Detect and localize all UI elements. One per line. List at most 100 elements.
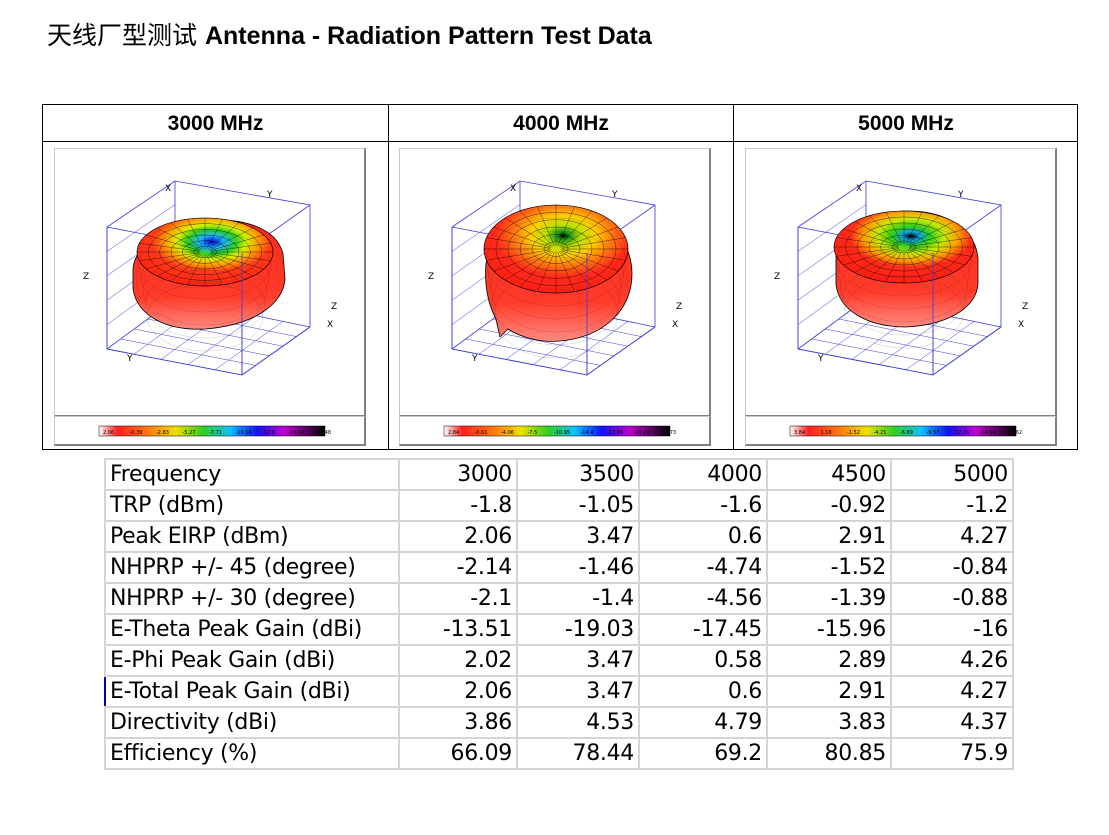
legend-tick-label: -17.48 [315,430,331,436]
freq-header-3000: 3000 MHz [167,112,264,135]
mesh-line [558,251,593,288]
axis-label: Y [817,354,824,364]
mesh-line [170,234,240,270]
mesh-line [537,251,555,292]
table-cell: 4.37 [890,706,1014,739]
mesh-line [147,282,263,352]
mesh-line [206,219,223,250]
table-cell: 2.89 [766,644,892,677]
legend-tick-label: -10.95 [554,430,570,436]
grid-line [811,338,947,366]
mesh-line [843,248,899,266]
axis-label: Y [957,190,964,200]
mesh-line [868,215,902,245]
legend-tick-label: -14.4 [581,430,594,436]
legend-tick-label: -5.27 [183,430,196,436]
table-cell: -16 [890,613,1014,646]
mesh-line [156,253,201,277]
row-label: E-Phi Peak Gain (dBi) [104,644,400,677]
mesh-line [519,210,554,247]
mesh-line [836,247,899,257]
mesh-line [880,234,928,260]
pattern-plot-5000: X Y X Y Z Z [745,148,1057,417]
table-cell: 3.47 [516,675,640,708]
table-cell: 3.47 [516,520,640,553]
mesh-line [854,221,900,246]
table-cell: 69.2 [638,737,768,770]
grid-line [905,321,975,371]
table-cell: 3000 [398,458,518,491]
mesh-line [486,249,551,261]
row-label: Directivity (dBi) [104,706,400,739]
axis-label: X [672,320,678,330]
legend-tick-label: -6.89 [900,430,913,436]
table-cell: 4500 [766,458,892,491]
mesh-line [207,254,240,282]
mesh-line [909,247,972,257]
table-cell: 0.6 [638,675,768,708]
grid-line [838,318,974,347]
table-cell: -1.39 [766,582,892,615]
mesh-line [842,262,966,336]
mesh-line [493,250,551,272]
mesh-line [142,256,268,326]
legend-tick-label: -9.57 [927,430,940,436]
table-cell: 4.26 [890,644,1014,677]
table-cell: -0.88 [890,582,1014,615]
mesh-line [836,237,899,247]
legend-tick-label: -1.52 [847,430,860,436]
legend-colorbar: 2.84 -0.61 -4.06 -7.5 -10.95 -14.4 -17.84 -21.2… [443,425,676,437]
grid-line [559,321,629,371]
legend-tick-label: -0.39 [130,430,143,436]
mesh-line [905,212,923,245]
legend-gradient [789,425,1017,437]
mesh-line [209,253,254,277]
pattern-mesh [136,217,274,352]
color-legend-5000: 3.84 1.16 -1.52 -4.21 -6.89 -9.57 -12.26 -14.94… [745,416,1057,446]
table-cell: 4.27 [890,520,1014,553]
table-cell: 0.58 [638,644,768,677]
table-cell: -0.92 [766,489,892,522]
mesh-line [495,212,617,286]
radiation-pattern-table: 3000 MHz 4000 MHz 5000 MHz X Y X Y Z Z 2.06 -0… [42,104,1078,450]
axis-label: Y [471,354,478,364]
grid-line [797,253,1002,376]
legend-tick-label: -17.62 [1006,430,1022,436]
legend-tick-label: -14.94 [980,430,996,436]
grid-line [214,321,284,371]
mesh-line [210,243,271,252]
table-cell: -2.14 [398,551,518,584]
grid-line [451,204,521,252]
axis-label: X [1018,320,1024,330]
mesh-line [182,240,228,264]
mesh-line [159,229,251,275]
mesh-line [561,250,619,272]
legend-colorbar: 3.84 1.16 -1.52 -4.21 -6.89 -9.57 -12.26 -14.94… [789,425,1022,437]
mesh-line [906,249,940,279]
table-cell: 4.53 [516,706,640,739]
axis-label: Z [1022,302,1028,312]
table-cell: -0.84 [890,551,1014,584]
row-label: Peak EIRP (dBm) [104,520,400,553]
mesh-line [146,234,200,251]
page-title: 天线厂型测试 Antenna - Radiation Pattern Test … [47,18,652,54]
table-cell: -1.52 [766,551,892,584]
legend-tick-label: 2.84 [448,430,459,436]
mesh-line [493,226,551,248]
freq-header-4000: 4000 MHz [513,112,609,135]
grid-line [106,253,311,376]
table-cell: 3.47 [516,644,640,677]
title-chinese: 天线厂型测试 [47,21,198,50]
antenna-test-data-table: Frequency 3000 3500 4000 4500 5000 TRP (dBm) -1… [104,458,1014,770]
axis-label: Y [266,190,273,200]
mesh-line [885,249,903,282]
mesh-line [561,226,619,248]
axis-label: X [165,184,171,194]
mesh-line [857,222,951,272]
axis-label: Y [126,354,133,364]
mesh-line [140,243,270,313]
mesh-line [494,269,618,359]
grid-line [797,204,867,252]
table-cell: 4000 [638,458,768,491]
mesh-line [488,230,624,320]
